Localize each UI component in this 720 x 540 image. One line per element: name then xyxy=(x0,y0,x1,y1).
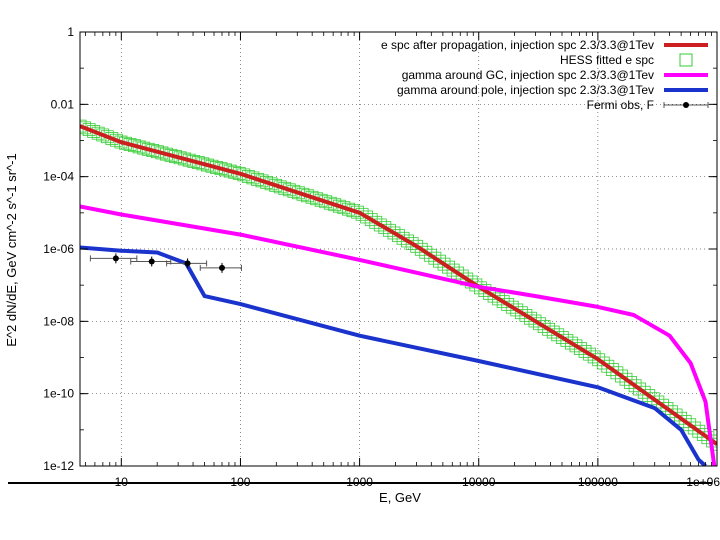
series-hess-fitted-e-spc-marker xyxy=(665,405,678,419)
series-hess-fitted-e-spc-marker xyxy=(560,333,574,347)
series-hess-fitted-e-spc-marker xyxy=(91,126,105,140)
series-hess-fitted-e-spc-marker xyxy=(637,385,651,399)
series-hess-fitted-e-spc-marker xyxy=(610,366,624,380)
series-hess-fitted-e-spc-marker xyxy=(80,121,91,135)
series-hess-fitted-e-spc-marker xyxy=(669,408,683,422)
legend-label: gamma around GC, injection spc 2.3/3.3@1… xyxy=(402,68,654,82)
series-hess-fitted-e-spc-marker xyxy=(683,418,697,432)
series-fermi-obs-f-point xyxy=(184,260,191,267)
y-tick-label: 1e-12 xyxy=(43,459,74,473)
series-hess-fitted-e-spc-marker xyxy=(87,125,101,138)
series-hess-fitted-e-spc-marker xyxy=(505,300,519,314)
series-hess-fitted-e-spc-marker xyxy=(537,320,551,333)
series-hess-fitted-e-spc-marker xyxy=(687,421,701,435)
y-axis-label: E^2 dN/dE, GeV cm^-2 s^-1 sr^-1 xyxy=(4,153,19,346)
series-hess-fitted-e-spc-marker xyxy=(387,226,401,240)
series-hess-fitted-e-spc-marker xyxy=(496,295,510,309)
series-hess-fitted-e-spc-marker xyxy=(105,132,119,145)
series-gamma-around-pole-injection-spc-2-3-3-3-1tev-line xyxy=(80,245,707,466)
series-hess-fitted-e-spc-marker xyxy=(392,229,405,243)
series-hess-fitted-e-spc-marker xyxy=(601,359,615,373)
series-hess-fitted-e-spc-marker xyxy=(624,376,637,389)
series-hess-fitted-e-spc-marker xyxy=(633,382,647,396)
legend-label: Fermi obs, F xyxy=(587,98,654,112)
series-hess-fitted-e-spc-marker xyxy=(96,128,110,142)
series-hess-fitted-e-spc-marker xyxy=(110,133,123,147)
y-tick-label: 1 xyxy=(67,25,74,39)
series-hess-fitted-e-spc-marker xyxy=(656,398,669,412)
series-hess-fitted-e-spc-marker xyxy=(674,411,687,425)
series-hess-fitted-e-spc-marker xyxy=(651,395,665,409)
x-axis-label: E, GeV xyxy=(379,490,421,505)
series-hess-fitted-e-spc-marker xyxy=(569,339,583,353)
series-hess-fitted-e-spc-marker xyxy=(82,123,96,137)
series-hess-fitted-e-spc-marker xyxy=(524,311,537,325)
series-hess-fitted-e-spc-marker xyxy=(100,130,114,144)
series-hess-fitted-e-spc-marker xyxy=(596,356,610,370)
series-hess-fitted-e-spc-marker xyxy=(501,298,515,311)
y-tick-label: 0.01 xyxy=(51,97,75,111)
series-layer xyxy=(80,119,717,466)
series-hess-fitted-e-spc-marker xyxy=(660,402,674,415)
series-hess-fitted-e-spc-marker xyxy=(592,353,606,367)
legend-swatch-point xyxy=(683,102,689,108)
series-hess-fitted-e-spc-marker xyxy=(80,119,87,133)
y-tick-label: 1e-08 xyxy=(43,314,74,328)
series-hess-fitted-e-spc-marker xyxy=(546,325,560,339)
legend-label: e spc after propagation, injection spc 2… xyxy=(381,38,654,52)
series-hess-fitted-e-spc-marker xyxy=(510,303,524,317)
series-fermi-obs-f-point xyxy=(148,258,155,265)
series-hess-fitted-e-spc-marker xyxy=(364,213,378,227)
series-hess-fitted-e-spc-marker xyxy=(373,218,387,232)
series-hess-fitted-e-spc-marker xyxy=(605,363,619,376)
series-gamma-around-gc-injection-spc-2-3-3-3-1tev-line xyxy=(80,204,717,466)
series-hess-fitted-e-spc-marker xyxy=(533,317,546,331)
series-hess-fitted-e-spc-marker xyxy=(555,331,569,344)
series-hess-fitted-e-spc-marker xyxy=(401,234,415,248)
series-hess-fitted-e-spc-marker xyxy=(678,415,692,428)
series-hess-fitted-e-spc-marker xyxy=(619,372,633,386)
footer-rule xyxy=(8,482,712,484)
series-hess-fitted-e-spc-marker xyxy=(628,379,642,393)
series-hess-fitted-e-spc-marker xyxy=(615,369,628,383)
series-hess-fitted-e-spc-marker xyxy=(360,210,374,224)
series-hess-fitted-e-spc-marker xyxy=(642,389,656,402)
series-hess-fitted-e-spc-marker xyxy=(574,342,587,356)
y-tick-label: 1e-10 xyxy=(43,387,74,401)
legend: e spc after propagation, injection spc 2… xyxy=(381,38,709,112)
series-hess-fitted-e-spc-marker xyxy=(396,231,410,245)
series-hess-fitted-e-spc-marker xyxy=(369,215,383,229)
legend-label: HESS fitted e spc xyxy=(560,53,654,67)
legend-swatch-marker xyxy=(679,53,693,67)
series-fermi-obs-f-point xyxy=(112,255,119,262)
series-hess-fitted-e-spc-marker xyxy=(542,322,556,336)
y-tick-label: 1e-04 xyxy=(43,170,74,184)
series-hess-fitted-e-spc-marker xyxy=(514,306,528,320)
series-hess-fitted-e-spc-marker xyxy=(382,223,396,237)
y-tick-label: 1e-06 xyxy=(43,242,74,256)
series-hess-fitted-e-spc-marker xyxy=(578,344,592,358)
series-hess-fitted-e-spc-marker xyxy=(565,336,578,350)
series-hess-fitted-e-spc-marker xyxy=(551,328,565,342)
series-hess-fitted-e-spc-marker xyxy=(646,392,660,406)
series-hess-fitted-e-spc-marker xyxy=(492,292,506,306)
series-hess-fitted-e-spc-marker xyxy=(519,309,533,322)
series-fermi-obs-f-point xyxy=(218,264,225,271)
legend-label: gamma around pole, injection spc 2.3/3.3… xyxy=(397,83,654,97)
series-hess-fitted-e-spc-marker xyxy=(378,221,392,235)
series-hess-fitted-e-spc-marker xyxy=(355,207,369,221)
series-e-spc-after-propagation-injection-spc-2-3-3-3-1tev-line xyxy=(80,124,717,446)
series-hess-fitted-e-spc-marker xyxy=(528,314,542,328)
series-hess-fitted-e-spc-marker xyxy=(692,424,706,438)
